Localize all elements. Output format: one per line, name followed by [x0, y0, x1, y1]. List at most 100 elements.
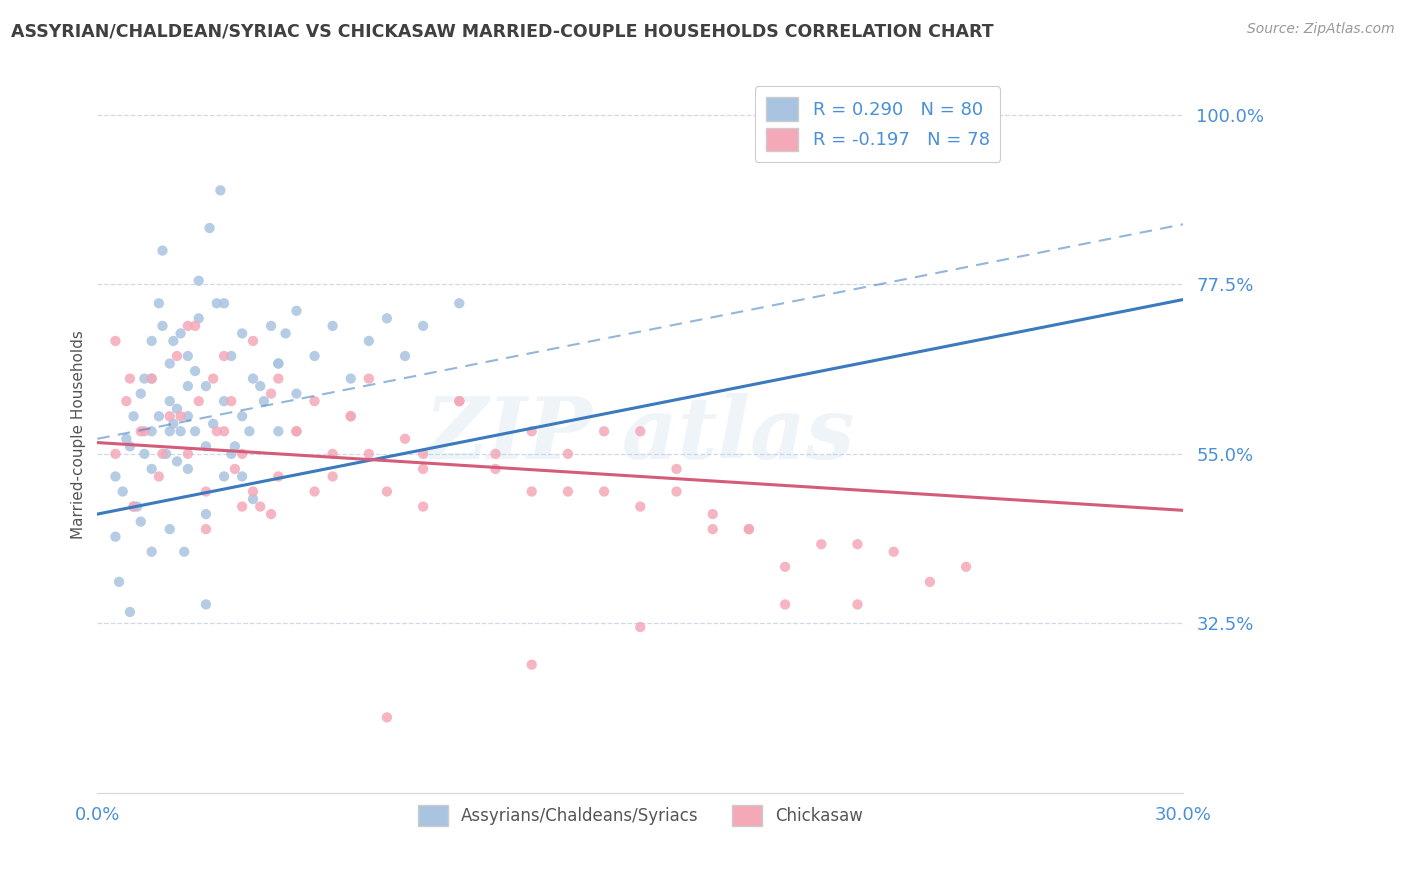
Point: [520, 425, 543, 439]
Point: [242, 334, 264, 348]
Point: [357, 371, 380, 385]
Point: [141, 334, 163, 348]
Point: [260, 318, 283, 333]
Point: [177, 462, 200, 476]
Point: [285, 425, 308, 439]
Point: [129, 425, 152, 439]
Point: [231, 409, 253, 424]
Point: [134, 425, 156, 439]
Point: [665, 484, 688, 499]
Point: [484, 462, 506, 476]
Point: [141, 425, 163, 439]
Point: [108, 574, 131, 589]
Point: [202, 371, 225, 385]
Point: [162, 417, 184, 431]
Point: [242, 371, 264, 385]
Point: [304, 394, 326, 409]
Point: [375, 311, 398, 326]
Point: [285, 386, 308, 401]
Point: [148, 409, 170, 424]
Point: [177, 447, 200, 461]
Point: [187, 274, 209, 288]
Point: [738, 522, 761, 536]
Point: [231, 500, 253, 514]
Point: [322, 447, 344, 461]
Point: [628, 620, 651, 634]
Point: [141, 462, 163, 476]
Point: [249, 500, 271, 514]
Point: [129, 386, 152, 401]
Point: [883, 545, 905, 559]
Point: [520, 484, 543, 499]
Point: [628, 425, 651, 439]
Point: [593, 425, 616, 439]
Point: [159, 394, 181, 409]
Point: [267, 371, 290, 385]
Point: [339, 409, 361, 424]
Point: [394, 432, 416, 446]
Point: [212, 469, 235, 483]
Point: [412, 447, 434, 461]
Point: [115, 432, 138, 446]
Point: [104, 469, 127, 483]
Point: [231, 326, 253, 341]
Point: [118, 371, 141, 385]
Point: [253, 394, 276, 409]
Point: [339, 409, 361, 424]
Point: [212, 425, 235, 439]
Point: [593, 484, 616, 499]
Point: [209, 183, 232, 197]
Point: [184, 425, 207, 439]
Point: [918, 574, 941, 589]
Point: [212, 394, 235, 409]
Point: [557, 447, 579, 461]
Point: [267, 357, 290, 371]
Point: [375, 484, 398, 499]
Point: [274, 326, 297, 341]
Legend: Assyrians/Chaldeans/Syriacs, Chickasaw: Assyrians/Chaldeans/Syriacs, Chickasaw: [409, 797, 872, 834]
Text: ZIP atlas: ZIP atlas: [425, 393, 855, 477]
Point: [159, 357, 181, 371]
Point: [219, 349, 242, 363]
Point: [212, 349, 235, 363]
Point: [166, 454, 188, 468]
Point: [484, 447, 506, 461]
Point: [194, 598, 217, 612]
Point: [238, 425, 260, 439]
Point: [148, 469, 170, 483]
Point: [162, 334, 184, 348]
Point: [412, 462, 434, 476]
Point: [702, 522, 724, 536]
Point: [184, 318, 207, 333]
Point: [115, 394, 138, 409]
Point: [665, 462, 688, 476]
Point: [194, 484, 217, 499]
Point: [738, 522, 761, 536]
Point: [520, 657, 543, 672]
Point: [260, 507, 283, 521]
Point: [127, 500, 149, 514]
Point: [285, 425, 308, 439]
Point: [118, 605, 141, 619]
Point: [773, 559, 796, 574]
Point: [122, 500, 145, 514]
Point: [194, 379, 217, 393]
Point: [412, 500, 434, 514]
Point: [449, 394, 471, 409]
Text: ASSYRIAN/CHALDEAN/SYRIAC VS CHICKASAW MARRIED-COUPLE HOUSEHOLDS CORRELATION CHAR: ASSYRIAN/CHALDEAN/SYRIAC VS CHICKASAW MA…: [11, 22, 994, 40]
Point: [118, 439, 141, 453]
Point: [187, 311, 209, 326]
Point: [267, 357, 290, 371]
Point: [810, 537, 832, 551]
Point: [322, 469, 344, 483]
Point: [104, 530, 127, 544]
Point: [155, 447, 177, 461]
Point: [159, 425, 181, 439]
Point: [846, 537, 869, 551]
Point: [357, 334, 380, 348]
Point: [177, 379, 200, 393]
Point: [111, 484, 134, 499]
Point: [194, 522, 217, 536]
Point: [449, 296, 471, 310]
Point: [134, 371, 156, 385]
